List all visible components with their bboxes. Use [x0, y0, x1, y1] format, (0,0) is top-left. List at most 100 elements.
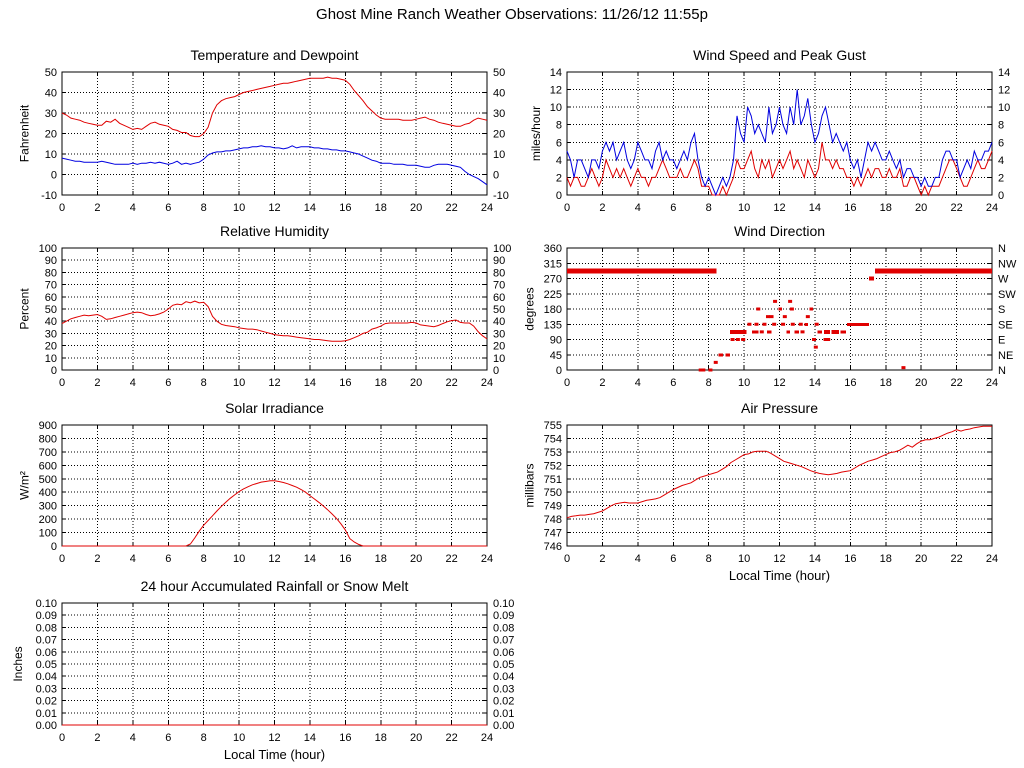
x-tick-label: 18: [375, 732, 387, 744]
x-tick-label: 12: [773, 202, 785, 214]
y-tick-label: 0.07: [36, 635, 57, 647]
x-tick-label: 12: [268, 553, 280, 565]
y-tick-label: 60: [45, 292, 57, 304]
x-tick-label: 12: [773, 553, 785, 565]
x-tick-label: 2: [599, 553, 605, 565]
x-tick-label: 8: [201, 553, 207, 565]
x-tick-label: 18: [375, 553, 387, 565]
x-tick-label: 18: [880, 377, 892, 389]
y-tick-label: 600: [39, 460, 57, 472]
plot-border: [61, 247, 488, 371]
y-tick-label: 80: [45, 267, 57, 279]
wind-direction-point: [814, 322, 819, 326]
y-right-label: W: [998, 274, 1009, 286]
y-right-label: 0: [998, 190, 1004, 202]
y-tick-label: 0.02: [36, 696, 57, 708]
x-tick-label: 2: [599, 377, 605, 389]
wind-direction-point: [826, 338, 831, 341]
y-tick-label: 90: [550, 335, 562, 347]
y-tick-label: 12: [550, 85, 562, 97]
y-tick-label: 100: [39, 528, 57, 540]
x-tick-label: 0: [59, 377, 65, 389]
plot-border: [61, 424, 488, 547]
plot-border: [566, 424, 993, 547]
x-tick-label: 20: [410, 377, 422, 389]
chart-title: Solar Irradiance: [225, 400, 324, 416]
y-right-label: 2: [998, 172, 1004, 184]
series-dewpoint: [61, 145, 488, 186]
y-axis-label: Fahrenheit: [18, 104, 32, 162]
x-tick-label: 4: [130, 202, 136, 214]
x-tick-label: 22: [445, 732, 457, 744]
y-right-label: 90: [493, 255, 505, 267]
y-tick-label: 10: [550, 102, 562, 114]
tick-marks: [61, 247, 488, 371]
x-tick-label: 20: [915, 202, 927, 214]
x-tick-label: 10: [738, 202, 750, 214]
wind-direction-point: [735, 338, 740, 341]
y-axis-label: miles/hour: [529, 106, 543, 161]
wind-direction-point: [701, 368, 706, 372]
wind-direction-point: [781, 322, 786, 326]
x-tick-label: 8: [706, 377, 712, 389]
x-tick-label: 0: [59, 202, 65, 214]
x-tick-label: 16: [844, 553, 856, 565]
y-tick-label: 0: [51, 365, 57, 377]
x-tick-label: 14: [809, 377, 821, 389]
x-tick-label: 18: [880, 202, 892, 214]
y-right-label: 10: [493, 353, 505, 365]
x-tick-label: 4: [130, 732, 136, 744]
x-tick-label: 24: [481, 553, 493, 565]
y-tick-label: 300: [39, 501, 57, 513]
chart-title: 24 hour Accumulated Rainfall or Snow Mel…: [141, 578, 409, 594]
grid: [62, 248, 487, 370]
wind-direction-point: [790, 322, 795, 326]
wind-direction-point: [800, 330, 805, 334]
y-tick-label: 50: [45, 304, 57, 316]
y-tick-label: 30: [45, 328, 57, 340]
y-tick-label: 315: [544, 258, 562, 270]
y-tick-label: 753: [544, 447, 562, 459]
x-tick-label: 6: [670, 553, 676, 565]
x-tick-label: 16: [339, 377, 351, 389]
x-tick-label: 20: [410, 553, 422, 565]
y-right-label: S: [998, 304, 1005, 316]
y-right-label: E: [998, 335, 1005, 347]
x-tick-label: 10: [738, 553, 750, 565]
wind-direction-point: [713, 360, 718, 364]
y-right-label: 50: [493, 67, 505, 79]
y-right-label: 70: [493, 280, 505, 292]
y-right-label: 30: [493, 328, 505, 340]
x-tick-label: 6: [165, 377, 171, 389]
grid: [567, 248, 992, 370]
x-tick-label: 0: [59, 732, 65, 744]
y-tick-label: 45: [550, 350, 562, 362]
wind-direction-point: [698, 368, 703, 372]
y-tick-label: 0.04: [36, 671, 57, 683]
x-tick-label: 10: [233, 202, 245, 214]
y-right-label: 40: [493, 88, 505, 100]
x-tick-label: 8: [706, 553, 712, 565]
wind-direction-point: [823, 338, 828, 341]
x-tick-label: 20: [915, 553, 927, 565]
x-tick-label: 10: [738, 377, 750, 389]
x-tick-label: 4: [635, 553, 641, 565]
y-tick-label: 70: [45, 280, 57, 292]
chart-title: Air Pressure: [741, 400, 818, 416]
tick-marks: [566, 71, 993, 196]
plot-border: [566, 247, 993, 371]
x-tick-label: 0: [564, 377, 570, 389]
chart-title: Temperature and Dewpoint: [190, 47, 358, 63]
x-tick-label: 10: [233, 377, 245, 389]
wind-direction-point: [754, 322, 759, 326]
x-tick-label: 16: [844, 377, 856, 389]
y-axis-label: degrees: [523, 287, 537, 330]
y-right-label: 100: [493, 243, 511, 255]
y-tick-label: 10: [45, 353, 57, 365]
y-tick-label: 40: [45, 88, 57, 100]
x-tick-label: 16: [339, 732, 351, 744]
wind-direction-point: [756, 307, 761, 311]
